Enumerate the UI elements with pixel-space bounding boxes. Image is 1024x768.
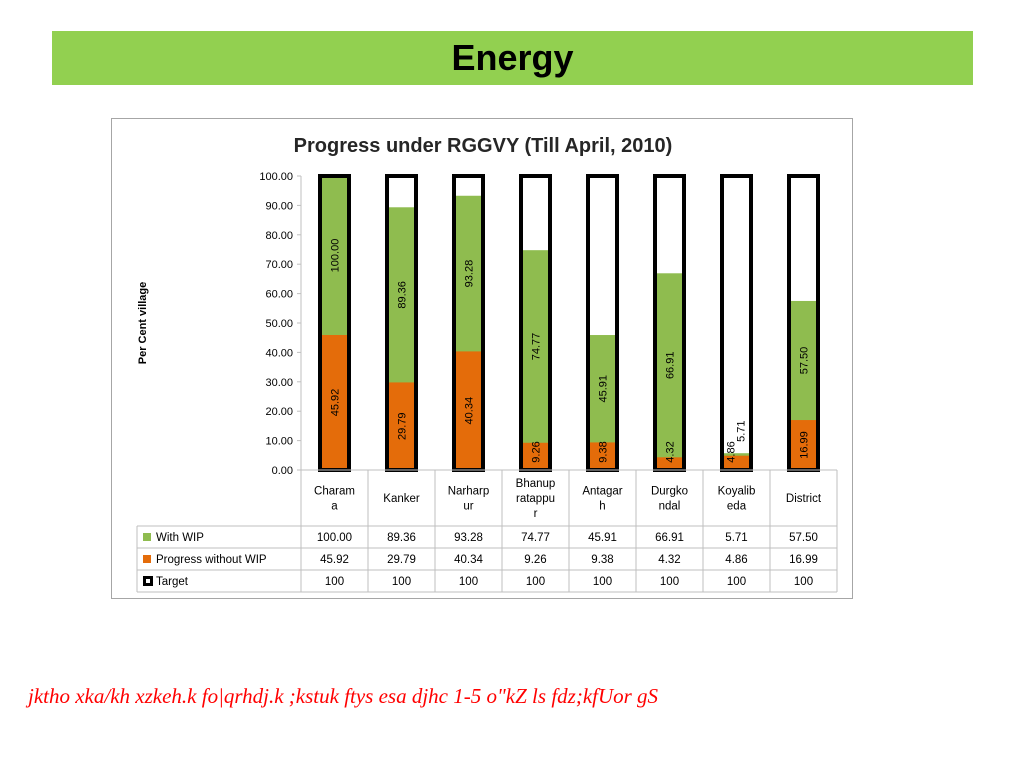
category-label-line: ur (463, 501, 473, 513)
data-label-with-wip: 93.28 (464, 260, 476, 288)
data-label-progress: 16.99 (799, 431, 811, 459)
y-tick-label: 60.00 (265, 289, 293, 301)
y-tick-label: 100.00 (259, 171, 293, 183)
category-label-line: Bhanup (516, 478, 556, 490)
table-cell-value: 66.91 (655, 532, 684, 544)
table-cell-value: 45.91 (588, 532, 617, 544)
category-label-line: Narharp (448, 486, 490, 498)
chart-title: Progress under RGGVY (Till April, 2010) (294, 135, 673, 157)
table-cell-value: 4.32 (658, 554, 680, 566)
category-label: Charam a (314, 486, 355, 513)
legend-key-with-wip (143, 533, 151, 541)
table-cell-value: 100 (459, 576, 478, 588)
table-cell-value: 16.99 (789, 554, 818, 566)
y-tick-label: 40.00 (265, 347, 293, 359)
category-label-line: Koyalib (718, 486, 756, 498)
y-tick-label: 90.00 (265, 200, 293, 212)
table-cell-value: 100 (660, 576, 679, 588)
category-label-line: r (534, 508, 538, 520)
data-label-with-wip: 57.50 (799, 347, 811, 375)
data-label-with-wip: 5.71 (736, 421, 748, 442)
table-cell-value: 74.77 (521, 532, 550, 544)
table-cell-value: 40.34 (454, 554, 483, 566)
data-label-with-wip: 45.91 (598, 375, 610, 403)
bar-progress-without-wip (656, 457, 683, 470)
legend-key-target-inner (146, 579, 150, 583)
y-tick-label: 50.00 (265, 318, 293, 330)
category-label-line: District (786, 493, 822, 505)
title-banner: Energy (52, 31, 973, 85)
data-label-progress: 29.79 (397, 412, 409, 440)
category-label-line: ratappu (516, 493, 555, 505)
table-cell-value: 57.50 (789, 532, 818, 544)
table-cell-value: 29.79 (387, 554, 416, 566)
bar-progress-without-wip (388, 382, 415, 470)
legend-label: With WIP (156, 532, 204, 544)
data-label-with-wip: 89.36 (397, 281, 409, 309)
category-label-line: eda (727, 501, 747, 513)
data-label-progress: 45.92 (330, 389, 342, 417)
table-cell-value: 93.28 (454, 532, 483, 544)
legend-label: Progress without WIP (156, 554, 267, 566)
category-label: Koyalib eda (718, 486, 756, 513)
bar-progress-without-wip (321, 334, 348, 470)
data-label-with-wip: 66.91 (665, 352, 677, 380)
category-label: Durgko ndal (651, 486, 688, 513)
category-label-line: Durgko (651, 486, 688, 498)
category-label-line: Antagar (582, 486, 622, 498)
y-tick-label: 0.00 (272, 465, 293, 477)
chart-svg: Progress under RGGVY (Till April, 2010) P… (136, 135, 838, 593)
bar-progress-without-wip (522, 442, 549, 470)
category-label-line: Charam (314, 486, 355, 498)
bar-progress-without-wip (723, 455, 750, 470)
data-label-progress: 40.34 (464, 397, 476, 425)
table-cell-value: 100 (325, 576, 344, 588)
category-label-line: a (331, 501, 338, 513)
table-cell-value: 100.00 (317, 532, 352, 544)
bar-progress-without-wip (790, 420, 817, 470)
bar-with-wip (656, 273, 683, 470)
data-label-with-wip: 74.77 (531, 333, 543, 361)
category-label: Kanker (383, 493, 420, 505)
category-label: Bhanup ratappu r (516, 478, 556, 520)
bar-progress-without-wip (455, 351, 482, 470)
y-tick-label: 80.00 (265, 230, 293, 242)
table-cell-value: 5.71 (725, 532, 747, 544)
table-cell-value: 100 (593, 576, 612, 588)
y-axis-label: Per Cent village (137, 282, 149, 365)
data-label-progress: 4.32 (665, 441, 677, 462)
category-label: District (786, 493, 822, 505)
data-label-progress: 4.86 (726, 441, 738, 462)
table-cell-value: 100 (392, 576, 411, 588)
data-label-progress: 9.26 (531, 441, 543, 462)
table-cell-value: 89.36 (387, 532, 416, 544)
y-tick-label: 70.00 (265, 259, 293, 271)
slide-title: Energy (451, 37, 574, 78)
category-label-line: h (599, 501, 605, 513)
legend-label: Target (156, 576, 189, 588)
category-label: Antagar h (582, 486, 622, 513)
y-tick-label: 20.00 (265, 406, 293, 418)
table-cell-value: 100 (727, 576, 746, 588)
data-label-with-wip: 100.00 (330, 239, 342, 273)
category-label-line: Kanker (383, 493, 420, 505)
table-cell-value: 9.26 (524, 554, 546, 566)
table-cell-value: 9.38 (591, 554, 613, 566)
table-cell-value: 100 (526, 576, 545, 588)
category-label: Narharp ur (448, 486, 490, 513)
table-cell-value: 45.92 (320, 554, 349, 566)
bar-progress-without-wip (589, 442, 616, 470)
legend-key-progress (143, 555, 151, 563)
table-cell-value: 4.86 (725, 554, 747, 566)
category-label-line: ndal (659, 501, 681, 513)
y-tick-label: 30.00 (265, 377, 293, 389)
table-cell-value: 100 (794, 576, 813, 588)
bar-with-wip (522, 250, 549, 470)
chart-frame: Progress under RGGVY (Till April, 2010) P… (111, 118, 853, 599)
y-tick-label: 10.00 (265, 436, 293, 448)
slide-caption: jktho xka/kh xzkeh.k fo|qrhdj.k ;kstuk f… (28, 684, 659, 708)
data-label-progress: 9.38 (598, 441, 610, 462)
